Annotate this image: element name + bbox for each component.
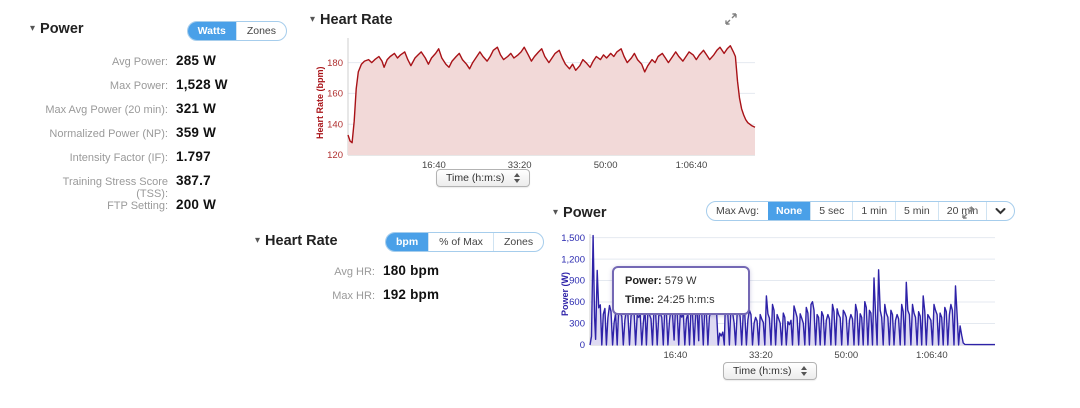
chevron-down-icon[interactable] (986, 202, 1014, 220)
svg-text:50:00: 50:00 (834, 350, 858, 361)
power-stats-panel: ▾ Power Watts Zones Avg Power: 285 W Max … (30, 20, 300, 221)
stat-row-ftp-setting: FTP Setting: 200 W (107, 197, 217, 212)
toggle-bpm[interactable]: bpm (386, 233, 429, 251)
max-avg-none[interactable]: None (768, 202, 811, 220)
stat-row-avg-hr: Avg HR: 180 bpm (334, 263, 440, 278)
power-chart-title: Power (563, 205, 607, 221)
svg-text:33:20: 33:20 (508, 160, 532, 171)
stat-row-avg-power: Avg Power: 285 W (111, 53, 217, 68)
toggle-watts[interactable]: Watts (187, 22, 236, 40)
hr-chart-title: Heart Rate (320, 12, 393, 28)
svg-text:33:20: 33:20 (749, 350, 773, 361)
svg-text:180: 180 (327, 58, 343, 69)
select-stepper-icon (513, 173, 520, 183)
toggle-zones[interactable]: Zones (492, 233, 543, 251)
disclosure-triangle-icon[interactable]: ▾ (30, 23, 36, 34)
svg-text:0: 0 (580, 340, 585, 351)
power-chart-section: ▾ Power Max Avg: None 5 sec 1 min 5 min 2… (548, 198, 1018, 398)
stat-row-tss: Training Stress Score (TSS): 387.7 (62, 173, 211, 200)
stat-row-max-power: Max Power: 1,528 W (109, 77, 228, 92)
svg-text:300: 300 (569, 319, 585, 330)
stat-row-max-avg-power: Max Avg Power (20 min): 321 W (45, 101, 217, 116)
power-chart-header: ▾ Power (553, 204, 607, 222)
expand-icon[interactable] (962, 206, 974, 224)
hr-panel-header: ▾ Heart Rate bpm % of Max Zones (255, 232, 545, 256)
toggle-percent-of-max[interactable]: % of Max (428, 233, 493, 251)
heart-rate-chart[interactable]: 120 140 160 180 16:40 33:20 50:00 1:06:40 (310, 32, 760, 174)
svg-text:50:00: 50:00 (594, 160, 618, 171)
select-stepper-icon (800, 366, 807, 376)
max-avg-1min[interactable]: 1 min (852, 202, 895, 220)
power-panel-header: ▾ Power Watts Zones (30, 20, 300, 44)
power-units-toggle: Watts Zones (186, 21, 287, 41)
svg-text:1,500: 1,500 (561, 233, 585, 244)
hr-stats-list: Avg HR: 180 bpm Max HR: 192 bpm (255, 263, 525, 311)
svg-text:16:40: 16:40 (422, 160, 446, 171)
max-avg-toggle: Max Avg: None 5 sec 1 min 5 min 20 min (706, 201, 1016, 221)
svg-text:1,200: 1,200 (561, 254, 585, 265)
svg-text:900: 900 (569, 276, 585, 287)
hr-chart-header: ▾ Heart Rate (310, 11, 393, 29)
svg-text:120: 120 (327, 150, 343, 161)
chart-tooltip: Power: 579 W Time: 24:25 h:m:s (612, 266, 750, 315)
heart-rate-chart-section: ▾ Heart Rate Heart Rate (bpm) 120 140 160 18… (305, 6, 775, 191)
power-chart[interactable]: 0 300 600 900 1,200 1,500 16:40 33:20 50:00 1:06:… (548, 228, 998, 363)
toggle-zones[interactable]: Zones (235, 22, 286, 40)
hr-time-unit-select[interactable]: Time (h:m:s) (436, 169, 530, 187)
stat-row-normalized-power: Normalized Power (NP): 359 W (49, 125, 217, 140)
svg-text:1:06:40: 1:06:40 (676, 160, 708, 171)
power-stats-list: Avg Power: 285 W Max Power: 1,528 W Max … (30, 53, 300, 221)
max-avg-5min[interactable]: 5 min (895, 202, 938, 220)
stat-row-intensity-factor: Intensity Factor (IF): 1.797 (69, 149, 211, 164)
hr-panel-title: Heart Rate (265, 233, 338, 249)
svg-text:160: 160 (327, 89, 343, 100)
disclosure-triangle-icon[interactable]: ▾ (255, 235, 261, 246)
power-time-unit-select[interactable]: Time (h:m:s) (723, 362, 817, 380)
hr-stats-panel: ▾ Heart Rate bpm % of Max Zones Avg HR: 1… (255, 232, 545, 311)
stat-row-max-hr: Max HR: 192 bpm (332, 287, 440, 302)
disclosure-triangle-icon[interactable]: ▾ (310, 14, 316, 25)
disclosure-triangle-icon[interactable]: ▾ (553, 207, 559, 218)
hr-units-toggle: bpm % of Max Zones (385, 232, 545, 252)
max-avg-label: Max Avg: (716, 205, 759, 217)
svg-text:1:06:40: 1:06:40 (916, 350, 948, 361)
svg-text:600: 600 (569, 297, 585, 308)
power-panel-title: Power (40, 21, 84, 37)
expand-icon[interactable] (725, 12, 737, 30)
max-avg-5sec[interactable]: 5 sec (810, 202, 852, 220)
svg-text:16:40: 16:40 (664, 350, 688, 361)
svg-text:140: 140 (327, 119, 343, 130)
